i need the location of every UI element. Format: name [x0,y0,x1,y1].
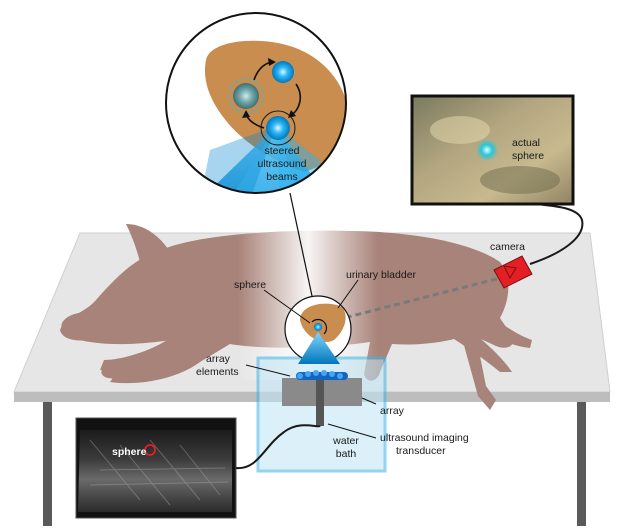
label-transducer: transducer [396,445,446,457]
label-water: water [332,435,359,447]
table-legs [43,400,586,526]
sphere-position-3 [266,116,290,140]
label-ultrasound: ultrasound [257,158,306,170]
label-array: array [206,353,231,365]
bladder-inset [284,295,352,364]
label-ultrasound-sphere: sphere [112,446,147,458]
zoom-circle [165,12,347,194]
label-ultrasound-imaging: ultrasound imaging [380,432,469,444]
ultrasound-cable [235,424,321,470]
water-bath [256,356,387,473]
camera-sphere [476,139,498,161]
sphere-position-1 [233,83,259,109]
svg-text:steered: steered [264,145,299,157]
svg-text:ultrasound: ultrasound [257,158,306,170]
label-array-component: array [380,405,405,417]
ultrasound-image [75,417,237,519]
label-urinary-bladder: urinary bladder [346,269,417,281]
zoom-connector [289,192,313,297]
labels: steered ultrasound beams actual sphere c… [112,137,544,460]
label-actual-sphere: sphere [512,150,544,162]
camera-view [410,94,575,206]
ultrasound-sphere-marker [144,444,156,456]
label-steered: steered [264,145,299,157]
svg-text:beams: beams [266,171,298,183]
label-array-elements: elements [196,366,239,378]
label-beams: beams [266,171,298,183]
label-sphere: sphere [234,279,266,291]
imaging-transducer [316,380,324,426]
leader-lines [245,279,377,439]
label-actual: actual [512,137,540,149]
label-bath: bath [336,448,357,460]
label-camera: camera [490,241,525,253]
sphere-position-2 [272,61,294,83]
camera-icon [493,255,533,289]
